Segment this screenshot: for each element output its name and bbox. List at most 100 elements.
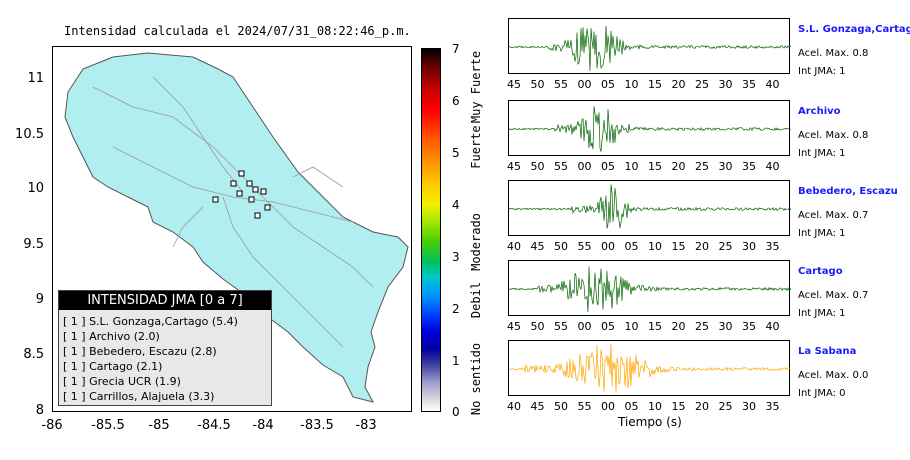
station-intensity: Int JMA: 1 <box>798 308 846 319</box>
station-marker <box>252 186 259 193</box>
trace-x-tick: 55 <box>554 320 568 333</box>
legend-item: [ 1 ] Archivo (2.0) <box>63 330 160 343</box>
seismogram-trace[interactable] <box>508 100 791 156</box>
map-y-tick: 8.5 <box>23 347 44 362</box>
trace-x-tick: 25 <box>718 240 733 253</box>
trace-x-tick: 30 <box>718 160 733 173</box>
station-intensity: Int JMA: 0 <box>798 388 846 399</box>
station-accel: Acel. Max. 0.7 <box>798 290 869 301</box>
colorbar-tick: 5 <box>452 146 460 160</box>
colorbar-tick: 0 <box>452 405 460 419</box>
station-intensity: Int JMA: 1 <box>798 148 846 159</box>
station-name: Archivo <box>798 106 841 117</box>
station-name: Bebedero, Escazu <box>798 186 898 197</box>
trace-x-tick: 20 <box>695 240 709 253</box>
costa-rica-map <box>64 52 409 403</box>
trace-waveform <box>509 184 791 229</box>
trace-x-tick: 30 <box>742 400 756 413</box>
trace-x-tick: 40 <box>507 400 521 413</box>
map-legend: INTENSIDAD JMA [0 a 7] [ 1 ] S.L. Gonzag… <box>58 290 272 406</box>
trace-x-tick: 40 <box>765 320 780 333</box>
station-marker <box>248 196 255 203</box>
trace-x-tick: 40 <box>507 240 521 253</box>
colorbar-label: Muy Fuerte <box>469 50 483 124</box>
trace-x-tick: 05 <box>624 400 639 413</box>
trace-x-tick: 00 <box>601 240 615 253</box>
trace-x-tick: 10 <box>648 400 662 413</box>
station-marker <box>212 196 219 203</box>
colorbar-tick: 2 <box>452 302 460 316</box>
trace-x-tick: 30 <box>718 78 733 91</box>
seismogram-trace[interactable] <box>508 340 791 396</box>
trace-x-tick: 40 <box>765 78 780 91</box>
seismogram-trace[interactable] <box>508 18 791 74</box>
trace-x-tick: 30 <box>718 320 733 333</box>
trace-x-tick: 20 <box>695 400 709 413</box>
trace-x-tick: 15 <box>671 400 686 413</box>
trace-x-tick: 30 <box>742 240 756 253</box>
trace-x-tick: 50 <box>530 320 545 333</box>
station-accel: Acel. Max. 0.7 <box>798 210 869 221</box>
colorbar-label: No sentido <box>469 342 483 416</box>
trace-x-tick: 00 <box>601 400 615 413</box>
trace-x-tick: 10 <box>624 320 639 333</box>
station-marker <box>246 180 253 187</box>
map-x-tick: -84 <box>252 418 274 433</box>
seismogram-trace[interactable] <box>508 260 791 316</box>
trace-waveform <box>509 25 791 71</box>
trace-x-tick: 55 <box>577 400 592 413</box>
map-x-tick: -84.5 <box>197 418 231 433</box>
trace-x-tick: 35 <box>742 160 756 173</box>
trace-x-tick: 10 <box>648 240 662 253</box>
trace-x-tick: 00 <box>577 320 592 333</box>
trace-waveform <box>509 343 791 394</box>
legend-item: [ 1 ] Bebedero, Escazu (2.8) <box>63 345 217 358</box>
colorbar-tick: 4 <box>452 198 460 212</box>
trace-x-tick: 35 <box>742 78 756 91</box>
map-x-tick: -83 <box>355 418 377 433</box>
colorbar-tick: 6 <box>452 94 460 108</box>
trace-x-tick: 15 <box>671 240 686 253</box>
trace-x-tick: 50 <box>530 160 545 173</box>
trace-x-tick: 00 <box>577 78 592 91</box>
legend-header: INTENSIDAD JMA [0 a 7] <box>59 291 271 310</box>
trace-x-tick: 25 <box>718 400 733 413</box>
station-marker <box>260 188 267 195</box>
trace-x-tick: 45 <box>530 400 545 413</box>
country-outline <box>64 52 409 403</box>
trace-x-tick: 55 <box>577 240 592 253</box>
colorbar-label: Fuerte <box>469 125 483 169</box>
map-y-tick: 10 <box>27 181 44 196</box>
station-name: La Sabana <box>798 346 857 357</box>
trace-x-tick: 20 <box>671 78 686 91</box>
trace-x-tick: 10 <box>624 78 639 91</box>
map-y-tick: 9.5 <box>23 237 44 252</box>
station-accel: Acel. Max. 0.0 <box>798 370 869 381</box>
intensity-map[interactable]: INTENSIDAD JMA [0 a 7] [ 1 ] S.L. Gonzag… <box>52 46 412 412</box>
station-name: S.L. Gonzaga,Cartago <box>798 24 910 35</box>
station-marker <box>236 190 243 197</box>
map-title: Intensidad calculada el 2024/07/31_08:22… <box>64 24 411 38</box>
legend-item: [ 1 ] S.L. Gonzaga,Cartago (5.4) <box>63 315 238 328</box>
trace-waveform <box>509 266 791 312</box>
trace-x-tick: 05 <box>601 78 615 91</box>
map-y-tick: 11 <box>27 71 44 86</box>
station-intensity: Int JMA: 1 <box>798 66 846 77</box>
trace-x-tick: 40 <box>765 160 780 173</box>
map-x-tick: -85 <box>148 418 170 433</box>
trace-x-tick: 05 <box>601 160 615 173</box>
map-y-tick: 10.5 <box>15 127 44 142</box>
map-y-tick: 9 <box>35 292 44 307</box>
colorbar-tick: 3 <box>452 250 460 264</box>
trace-x-tick: 35 <box>765 240 780 253</box>
map-x-tick: -83.5 <box>300 418 334 433</box>
intensity-colorbar <box>421 48 441 412</box>
trace-x-tick: 05 <box>624 240 639 253</box>
seismogram-trace[interactable] <box>508 180 791 236</box>
trace-x-tick: 25 <box>695 160 709 173</box>
station-marker <box>254 212 261 219</box>
station-name: Cartago <box>798 266 843 277</box>
trace-x-tick: 50 <box>554 400 568 413</box>
legend-item: [ 1 ] Cartago (2.1) <box>63 360 163 373</box>
trace-x-tick: 20 <box>671 160 686 173</box>
